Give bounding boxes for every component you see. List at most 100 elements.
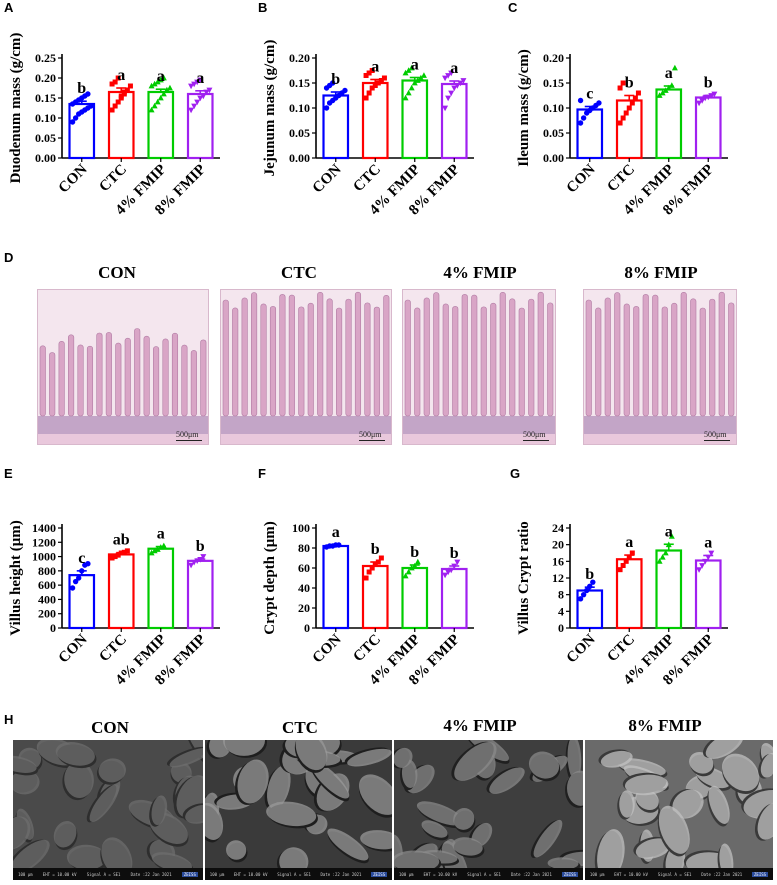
data-point xyxy=(191,103,198,110)
y-tick-label: 1200 xyxy=(32,535,56,549)
villus xyxy=(433,292,440,417)
y-tick-label: 0.20 xyxy=(543,51,564,65)
data-point xyxy=(88,103,94,109)
significance-letter: c xyxy=(586,86,593,103)
y-axis-label: Jejunum mass (g/cm) xyxy=(262,40,278,177)
data-point xyxy=(668,533,675,539)
y-tick-label: 0.10 xyxy=(35,111,56,125)
x-tick-label-ctc: CTC xyxy=(604,632,638,666)
villus-tip xyxy=(760,752,773,778)
significance-letter: a xyxy=(411,57,419,74)
villus xyxy=(68,334,75,417)
bar-con xyxy=(68,574,96,630)
data-point xyxy=(191,559,198,566)
histology-image-con: 500μm xyxy=(37,289,209,445)
muscle-layer xyxy=(584,434,736,444)
data-point xyxy=(445,95,452,102)
data-point xyxy=(79,568,85,574)
data-point xyxy=(363,575,369,581)
data-point xyxy=(623,558,629,564)
data-point xyxy=(127,83,133,89)
data-point xyxy=(148,106,155,113)
sem-texture-con xyxy=(13,740,203,880)
villus-tip xyxy=(600,750,633,768)
data-point xyxy=(115,99,121,105)
y-tick-label: 80 xyxy=(298,541,310,555)
significance-letter: ab xyxy=(113,532,130,549)
significance-letter: b xyxy=(585,566,594,583)
sem-info-field: 100 μm xyxy=(399,871,414,877)
significance-letter: b xyxy=(625,75,634,92)
sem-texture-8fmip xyxy=(585,740,773,880)
bar-4-fmip xyxy=(147,90,175,160)
villus-tip xyxy=(169,748,203,768)
bar-4-fmip xyxy=(655,88,683,160)
data-point xyxy=(451,563,458,570)
villus xyxy=(86,345,94,417)
histology-image-ctc: 500μm xyxy=(220,289,392,445)
y-axis-label: Villus Crypt ratio xyxy=(516,521,532,635)
x-tick-label-ctc: CTC xyxy=(604,162,638,196)
scale-bar-label: 500μm xyxy=(176,430,199,439)
data-point xyxy=(381,75,387,81)
villus xyxy=(595,307,602,417)
villus xyxy=(547,302,554,417)
data-point xyxy=(197,95,204,102)
villus-tip xyxy=(616,758,666,777)
villus-tip xyxy=(66,844,107,870)
data-point xyxy=(708,550,715,557)
data-point xyxy=(197,557,204,563)
panel-letter-c: C xyxy=(508,0,518,15)
data-point xyxy=(408,84,415,91)
sem-title-ctc: CTC xyxy=(282,718,318,737)
data-point xyxy=(329,80,336,86)
y-tick-label: 0.25 xyxy=(35,51,56,65)
data-point xyxy=(188,107,195,114)
y-tick-label: 0.00 xyxy=(289,151,310,165)
data-point xyxy=(662,549,669,556)
panel-letter-h: H xyxy=(4,712,14,727)
y-axis-label: Crypt depth (μm) xyxy=(262,521,278,635)
villus-tip xyxy=(360,830,392,850)
villus xyxy=(604,297,611,417)
bar-con xyxy=(322,94,350,160)
significance-letter: a xyxy=(371,59,379,76)
data-point xyxy=(372,83,378,88)
scale-bar-label: 500μm xyxy=(523,430,546,439)
villus xyxy=(190,350,197,417)
villus xyxy=(623,303,630,417)
villus xyxy=(77,344,84,417)
data-point xyxy=(711,91,718,98)
villus xyxy=(181,344,188,417)
data-point xyxy=(626,105,632,111)
significance-letter: a xyxy=(332,524,340,541)
panel-letter-f: F xyxy=(258,466,266,481)
villus-tip xyxy=(226,840,247,860)
x-tick-label-ctc: CTC xyxy=(350,162,384,196)
data-point xyxy=(363,73,369,78)
data-point xyxy=(157,544,164,550)
sem-texture-ctc xyxy=(205,740,392,880)
zeiss-logo: ZEISS xyxy=(371,871,388,877)
y-tick-label: 800 xyxy=(38,564,56,578)
data-point xyxy=(157,76,164,83)
panel-letter-a: A xyxy=(4,0,14,15)
data-point xyxy=(369,85,375,91)
zeiss-logo: ZEISS xyxy=(181,871,198,877)
panel-letter-d: D xyxy=(4,250,14,265)
y-tick-label: 0.15 xyxy=(543,76,564,90)
data-point xyxy=(408,564,415,571)
data-point xyxy=(451,85,458,92)
villus xyxy=(461,294,468,417)
y-tick-label: 0.20 xyxy=(289,51,310,65)
data-point xyxy=(194,99,201,106)
data-point xyxy=(166,84,173,91)
y-tick-label: 0.05 xyxy=(35,131,56,145)
significance-letter: b xyxy=(77,80,86,97)
x-tick-label-con: CON xyxy=(564,161,599,196)
y-axis-label: Ileum mass (g/cm) xyxy=(516,49,532,166)
sem-title-4fmip: 4% FMIP xyxy=(443,716,517,735)
villus xyxy=(232,307,239,417)
sem-info-field: 100 μm xyxy=(18,871,33,877)
